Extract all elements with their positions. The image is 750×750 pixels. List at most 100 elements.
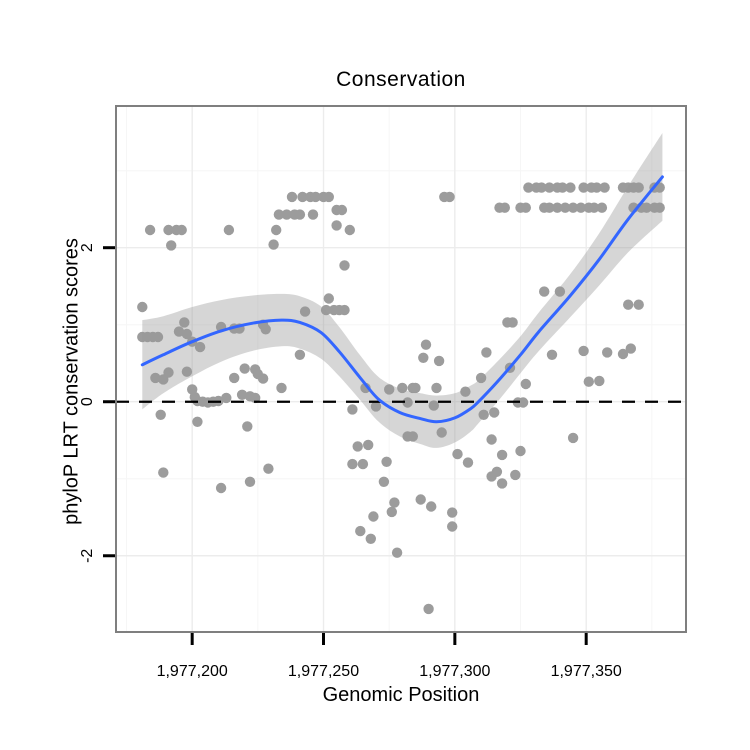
scatter-point xyxy=(166,240,177,251)
scatter-point xyxy=(173,326,185,337)
scatter-point xyxy=(355,525,366,537)
scatter-point xyxy=(344,224,355,236)
scatter-point xyxy=(523,182,534,193)
x-tick-label: 1,977,200 xyxy=(157,663,228,680)
scatter-point xyxy=(242,421,253,432)
scatter-point xyxy=(591,182,602,193)
scatter-point xyxy=(397,382,408,394)
scatter-point xyxy=(323,191,334,203)
x-axis-title: Genomic Position xyxy=(322,684,480,706)
scatter-point xyxy=(257,373,269,384)
scatter-point xyxy=(365,533,376,544)
scatter-point xyxy=(578,182,589,193)
scatter-point xyxy=(567,432,579,444)
confidence-band xyxy=(142,133,663,448)
scatter-point xyxy=(389,497,400,508)
scatter-point xyxy=(489,407,500,418)
scatter-point xyxy=(273,209,285,220)
scatter-point xyxy=(507,317,518,328)
scatter-point xyxy=(181,366,193,377)
y-axis-title: phyloP LRT conservation scores xyxy=(60,238,83,525)
scatter-point xyxy=(599,182,610,193)
scatter-point xyxy=(336,204,348,216)
scatter-point xyxy=(623,299,634,310)
scatter-point xyxy=(155,409,166,420)
scatter-point xyxy=(271,224,282,236)
smooth-fit-line xyxy=(140,175,664,424)
scatter-point xyxy=(625,343,636,354)
y-tick-label: 0 xyxy=(79,397,96,406)
y-tick-label: 2 xyxy=(79,243,96,252)
scatter-point xyxy=(229,372,240,384)
scatter-points xyxy=(137,182,665,615)
scatter-point xyxy=(478,409,489,420)
scatter-point xyxy=(452,448,463,460)
scatter-point xyxy=(560,202,571,213)
scatter-point xyxy=(281,209,292,220)
scatter-point xyxy=(436,427,447,438)
scatter-point xyxy=(499,202,510,213)
scatter-point xyxy=(575,202,587,213)
scatter-point xyxy=(221,392,232,404)
scatter-point xyxy=(515,445,526,457)
scatter-point xyxy=(426,501,437,512)
x-tick-label: 1,977,250 xyxy=(288,663,359,680)
scatter-point xyxy=(352,441,363,452)
scatter-point xyxy=(617,348,629,360)
scatter-point xyxy=(462,457,474,468)
scatter-point xyxy=(475,372,487,384)
scatter-point xyxy=(323,293,334,304)
scatter-point xyxy=(588,202,600,213)
scatter-point xyxy=(428,400,439,411)
scatter-point xyxy=(641,202,652,213)
scatter-point xyxy=(215,482,227,494)
scatter-point xyxy=(415,494,426,505)
scatter-point xyxy=(137,301,148,313)
scatter-point xyxy=(236,389,248,400)
scatter-point xyxy=(544,182,555,193)
scatter-point xyxy=(320,304,332,316)
scatter-point xyxy=(381,456,392,467)
scatter-point xyxy=(565,182,576,193)
scatter-point xyxy=(447,507,458,518)
scatter-point xyxy=(491,466,503,477)
scatter-point xyxy=(384,384,395,395)
scatter-point xyxy=(158,467,169,478)
scatter-point xyxy=(447,521,458,532)
scatter-point xyxy=(496,478,508,489)
scatter-point xyxy=(402,397,413,408)
scatter-point xyxy=(223,224,235,236)
scatter-point xyxy=(239,363,250,374)
scatter-point xyxy=(268,239,279,250)
plot-panel xyxy=(116,106,686,632)
scatter-point xyxy=(179,317,190,328)
scatter-point xyxy=(496,449,508,461)
scatter-point xyxy=(517,397,529,408)
scatter-point xyxy=(536,182,547,193)
scatter-point xyxy=(552,202,563,213)
scatter-point xyxy=(260,324,271,335)
scatter-point xyxy=(176,224,187,236)
scatter-point xyxy=(357,458,369,470)
scatter-point xyxy=(150,372,161,384)
scatter-point xyxy=(244,476,256,487)
scatter-point xyxy=(192,416,203,427)
scatter-point xyxy=(347,404,358,415)
scatter-point xyxy=(347,458,358,470)
scatter-point xyxy=(410,382,421,394)
scatter-point xyxy=(554,286,566,297)
chart-title: Conservation xyxy=(336,68,466,91)
scatter-point xyxy=(339,260,350,271)
scatter-point xyxy=(370,401,382,412)
scatter-point xyxy=(583,376,594,387)
scatter-point xyxy=(433,355,445,367)
y-tick-label: -2 xyxy=(79,549,96,563)
scatter-point xyxy=(368,511,379,522)
scatter-point xyxy=(539,286,550,297)
scatter-point xyxy=(444,191,455,203)
scatter-point xyxy=(418,352,429,363)
scatter-point xyxy=(339,304,350,316)
scatter-point xyxy=(294,349,306,360)
scatter-point xyxy=(307,209,319,220)
scatter-point xyxy=(378,476,390,487)
